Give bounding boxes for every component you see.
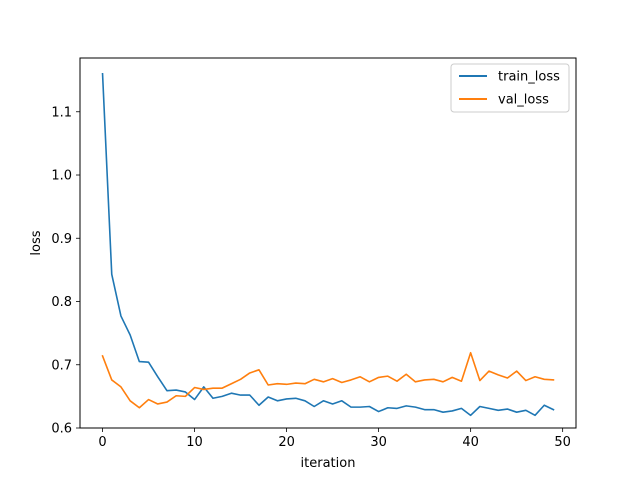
y-tick-label: 0.7	[51, 358, 72, 373]
series-line-train-loss	[101, 72, 555, 417]
legend-label-val-loss: val_loss	[498, 93, 549, 108]
x-tick-label: 10	[186, 435, 203, 450]
x-tick-label: 30	[370, 435, 387, 450]
x-tick-label: 40	[462, 435, 479, 450]
legend-label-train-loss: train_loss	[498, 70, 560, 85]
y-tick-label: 0.9	[51, 232, 72, 247]
x-tick-label: 0	[98, 435, 106, 450]
series-line-val-loss	[101, 351, 555, 409]
x-axis-ticks: 0 10 20 30 40 50	[98, 428, 571, 450]
y-tick-label: 1.0	[51, 169, 72, 184]
x-tick-label: 50	[554, 435, 571, 450]
y-tick-label: 1.1	[51, 105, 72, 120]
y-tick-label: 0.6	[51, 422, 72, 437]
plot-area-frame	[79, 57, 577, 429]
x-axis-label: iteration	[301, 456, 356, 471]
y-axis-ticks: 0.6 0.7 0.8 0.9 1.0 1.1	[51, 105, 80, 437]
legend: train_loss val_loss	[450, 63, 570, 113]
series-layer	[101, 72, 555, 417]
x-tick-label: 20	[278, 435, 295, 450]
y-tick-label: 0.8	[51, 295, 72, 310]
y-axis-label: loss	[29, 230, 44, 255]
